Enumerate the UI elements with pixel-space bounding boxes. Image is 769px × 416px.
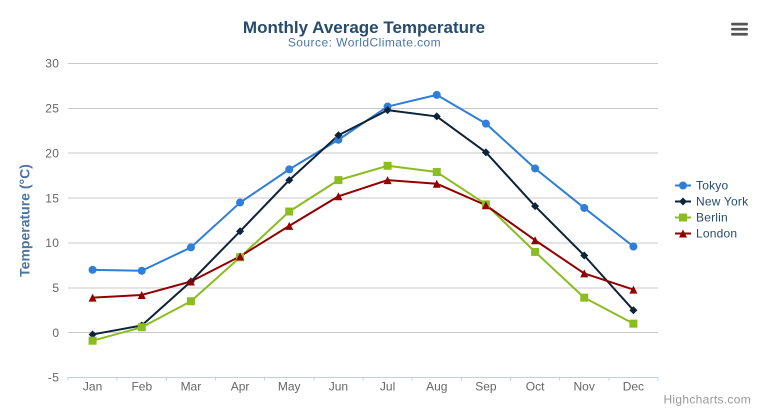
svg-text:Temperature (°C): Temperature (°C) (17, 164, 33, 277)
svg-text:30: 30 (45, 57, 59, 71)
svg-text:Berlin: Berlin (696, 211, 728, 225)
svg-text:15: 15 (45, 191, 59, 205)
svg-text:25: 25 (45, 102, 59, 116)
svg-text:-5: -5 (48, 371, 59, 385)
svg-text:London: London (696, 227, 737, 241)
svg-text:Source: WorldClimate.com: Source: WorldClimate.com (288, 36, 441, 50)
svg-text:Apr: Apr (231, 380, 250, 394)
svg-text:Jul: Jul (380, 380, 395, 394)
svg-text:New York: New York (696, 195, 749, 209)
svg-text:Aug: Aug (426, 380, 447, 394)
svg-text:Sep: Sep (475, 380, 497, 394)
svg-text:5: 5 (52, 281, 59, 295)
svg-text:Oct: Oct (526, 380, 545, 394)
svg-text:Mar: Mar (181, 380, 202, 394)
svg-text:May: May (278, 380, 301, 394)
svg-text:0: 0 (52, 326, 59, 340)
svg-text:Feb: Feb (131, 380, 152, 394)
svg-text:Dec: Dec (623, 380, 644, 394)
svg-text:Nov: Nov (574, 380, 595, 394)
svg-text:Jan: Jan (83, 380, 102, 394)
svg-text:Monthly Average Temperature: Monthly Average Temperature (243, 18, 485, 37)
svg-text:Jun: Jun (329, 380, 348, 394)
svg-text:10: 10 (45, 236, 59, 250)
svg-text:Highcharts.com: Highcharts.com (663, 393, 751, 407)
svg-text:Tokyo: Tokyo (696, 179, 728, 193)
svg-text:20: 20 (45, 146, 59, 160)
